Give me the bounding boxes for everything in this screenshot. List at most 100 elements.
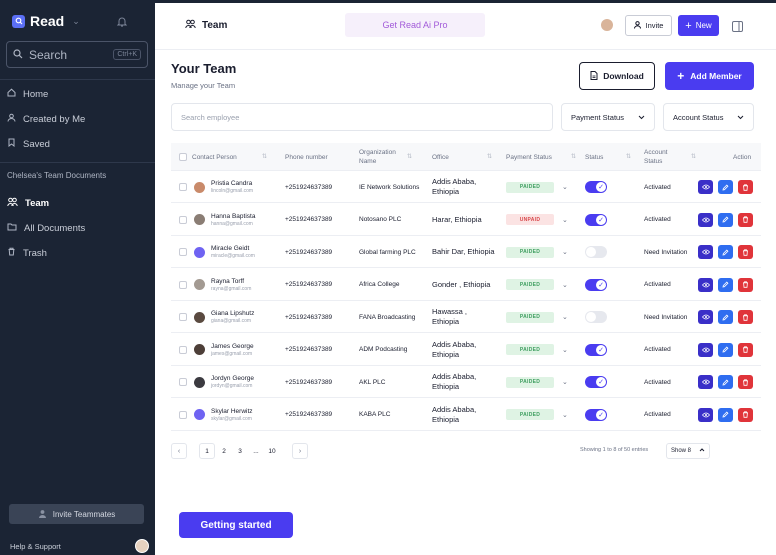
nav-all-documents[interactable]: All Documents <box>7 222 85 234</box>
edit-icon[interactable] <box>718 212 733 227</box>
edit-icon[interactable] <box>718 342 733 357</box>
view-icon[interactable] <box>698 277 713 292</box>
office: Addis Ababa, Ethiopia <box>432 177 477 196</box>
page-1[interactable]: 1 <box>199 443 215 459</box>
person-name: Hanna Baptista <box>211 212 256 220</box>
row-actions <box>698 171 758 203</box>
status-toggle[interactable]: ✓ <box>585 204 607 236</box>
add-member-label: Add Member <box>690 71 742 81</box>
account-status-filter[interactable]: Account Status <box>663 103 754 131</box>
row-checkbox[interactable] <box>179 399 187 431</box>
status-toggle[interactable] <box>585 236 607 268</box>
page-2[interactable]: 2 <box>222 447 226 455</box>
row-checkbox[interactable] <box>179 334 187 366</box>
avatar[interactable] <box>601 19 613 31</box>
delete-icon[interactable] <box>738 277 753 292</box>
delete-icon[interactable] <box>738 212 753 227</box>
person-name: Jordyn George <box>211 375 254 382</box>
delete-icon[interactable] <box>738 180 753 194</box>
col-label: Account Status <box>644 149 668 165</box>
delete-icon[interactable] <box>738 407 753 422</box>
help-support-link[interactable]: Help & Support <box>10 542 61 551</box>
phone-number: +251924637389 <box>285 346 333 353</box>
row-checkbox[interactable] <box>179 301 187 333</box>
row-checkbox[interactable] <box>179 204 187 236</box>
download-button[interactable]: Download <box>579 62 655 90</box>
nav-created-by-me[interactable]: Created by Me <box>7 113 85 125</box>
payment-status-filter[interactable]: Payment Status <box>561 103 655 131</box>
nav-saved-label: Saved <box>23 138 50 150</box>
col-account-status[interactable]: Account Status ⇅ <box>644 143 696 171</box>
invite-teammates-button[interactable]: Invite Teammates <box>9 504 144 524</box>
row-checkbox[interactable] <box>179 236 187 268</box>
status-toggle[interactable]: ✓ <box>585 366 607 398</box>
view-icon[interactable] <box>698 407 713 422</box>
edit-icon[interactable] <box>718 375 733 389</box>
view-icon[interactable] <box>698 342 713 357</box>
nav-team[interactable]: Team <box>7 197 49 210</box>
page-10[interactable]: 10 <box>268 447 276 455</box>
prev-page-button[interactable]: ‹ <box>171 443 187 459</box>
payment-status[interactable]: PAIDED ⌄ <box>506 236 568 268</box>
status-toggle[interactable] <box>585 301 607 333</box>
view-icon[interactable] <box>698 245 713 259</box>
nav-trash[interactable]: Trash <box>7 247 47 259</box>
edit-icon[interactable] <box>718 245 733 259</box>
brand-switcher[interactable]: Read ⌄ <box>12 13 80 29</box>
employee-search-input[interactable]: Search employee <box>171 103 553 131</box>
view-icon[interactable] <box>698 180 713 194</box>
page-subtitle: Manage your Team <box>171 81 236 90</box>
col-status[interactable]: Status ⇅ <box>585 143 631 171</box>
view-icon[interactable] <box>698 310 713 324</box>
phone-number: +251924637389 <box>285 313 333 321</box>
bell-icon[interactable] <box>116 14 128 32</box>
view-icon[interactable] <box>698 212 713 227</box>
status-toggle[interactable]: ✓ <box>585 399 607 431</box>
payment-status[interactable]: PAIDED ⌄ <box>506 171 568 203</box>
select-all-checkbox[interactable] <box>179 143 187 171</box>
col-organization[interactable]: Organization Name ⇅ <box>359 143 417 171</box>
nav-home[interactable]: Home <box>7 88 48 100</box>
edit-icon[interactable] <box>718 180 733 194</box>
status-toggle[interactable]: ✓ <box>585 171 607 203</box>
view-icon[interactable] <box>698 375 713 389</box>
delete-icon[interactable] <box>738 375 753 389</box>
row-checkbox[interactable] <box>179 171 187 203</box>
new-button[interactable]: + New <box>678 15 719 36</box>
payment-status[interactable]: PAIDED ⌄ <box>506 301 568 333</box>
payment-status[interactable]: PAIDED ⌄ <box>506 399 568 431</box>
payment-status[interactable]: PAIDED ⌄ <box>506 269 568 301</box>
edit-icon[interactable] <box>718 407 733 422</box>
page-size-select[interactable]: Show 8 <box>666 443 710 459</box>
row-checkbox[interactable] <box>179 269 187 301</box>
sidebar-search[interactable]: Search Ctrl+K <box>6 41 148 68</box>
panel-toggle-icon[interactable] <box>732 19 743 37</box>
add-member-button[interactable]: + Add Member <box>665 62 754 90</box>
status-toggle[interactable]: ✓ <box>585 269 607 301</box>
col-payment-status[interactable]: Payment Status ⇅ <box>506 143 576 171</box>
delete-icon[interactable] <box>738 310 753 324</box>
status-toggle[interactable]: ✓ <box>585 334 607 366</box>
get-pro-button[interactable]: Get Read Ai Pro <box>345 13 485 37</box>
col-contact-person[interactable]: Contact Person ⇅ <box>192 143 267 171</box>
invite-button[interactable]: Invite <box>625 15 672 36</box>
col-phone[interactable]: Phone number <box>285 143 345 171</box>
avatar[interactable] <box>135 539 149 553</box>
next-page-button[interactable]: › <box>292 443 308 459</box>
page-3[interactable]: 3 <box>238 447 242 455</box>
nav-saved[interactable]: Saved <box>7 138 50 150</box>
delete-icon[interactable] <box>738 245 753 259</box>
row-checkbox[interactable] <box>179 366 187 398</box>
edit-icon[interactable] <box>718 277 733 292</box>
payment-status[interactable]: PAIDED ⌄ <box>506 334 568 366</box>
payment-status[interactable]: PAIDED ⌄ <box>506 366 568 398</box>
delete-icon[interactable] <box>738 342 753 357</box>
payment-status[interactable]: UNPAID ⌄ <box>506 204 568 236</box>
col-office[interactable]: Office ⇅ <box>432 143 492 171</box>
person-name: James George <box>211 342 254 350</box>
getting-started-button[interactable]: Getting started <box>179 512 293 538</box>
table-header: Contact Person ⇅ Phone number Organizatio… <box>171 143 761 171</box>
chevron-down-icon: ⌄ <box>562 346 568 354</box>
nav-home-label: Home <box>23 88 49 100</box>
edit-icon[interactable] <box>718 310 733 324</box>
